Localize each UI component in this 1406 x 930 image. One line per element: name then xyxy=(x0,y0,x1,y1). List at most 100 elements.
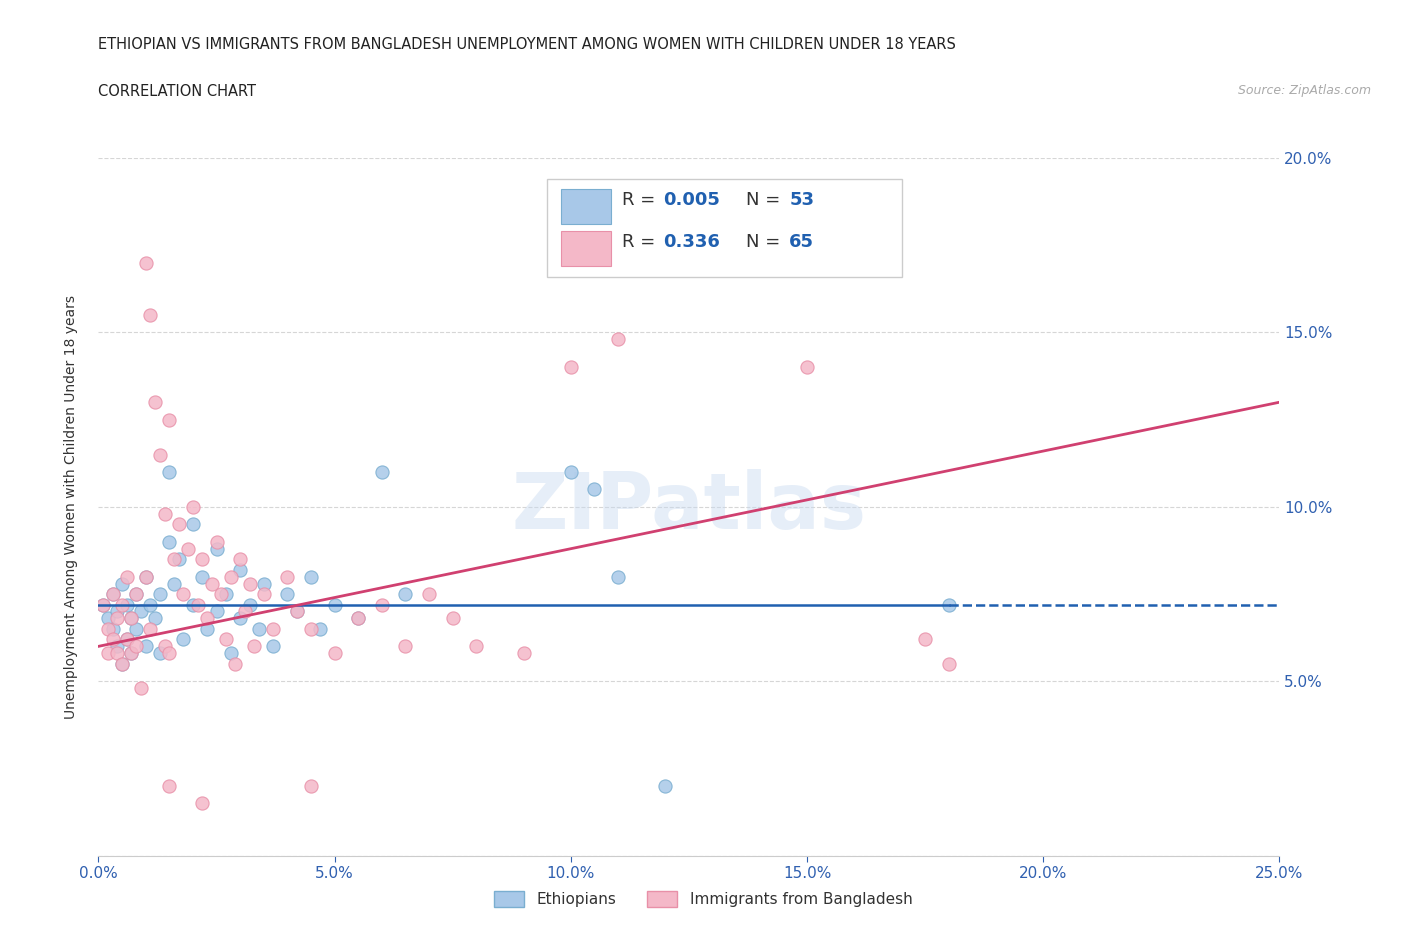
Point xyxy=(157,412,180,427)
Text: N =: N = xyxy=(745,232,786,251)
Point xyxy=(157,778,180,793)
Point xyxy=(299,621,322,636)
Point xyxy=(91,597,114,612)
Point xyxy=(115,632,138,647)
Point xyxy=(560,465,582,480)
Point xyxy=(262,621,284,636)
Point xyxy=(309,621,332,636)
Point xyxy=(125,621,148,636)
Point xyxy=(654,778,676,793)
Point xyxy=(157,534,180,549)
Point xyxy=(512,646,534,661)
Point xyxy=(219,646,242,661)
Bar xyxy=(561,232,612,266)
Point xyxy=(153,639,176,654)
Point xyxy=(233,604,256,619)
Point xyxy=(115,597,138,612)
Text: R =: R = xyxy=(621,191,661,209)
Text: CORRELATION CHART: CORRELATION CHART xyxy=(98,84,256,99)
Point xyxy=(167,551,190,566)
Point xyxy=(181,499,204,514)
Point xyxy=(97,611,120,626)
Point xyxy=(607,332,630,347)
Point xyxy=(135,569,157,584)
Point xyxy=(121,611,143,626)
Point xyxy=(101,632,124,647)
Point xyxy=(101,621,124,636)
Point xyxy=(97,646,120,661)
Point xyxy=(215,587,238,602)
Point xyxy=(125,639,148,654)
Point xyxy=(149,587,172,602)
Point xyxy=(191,796,214,811)
Point xyxy=(262,639,284,654)
Point xyxy=(105,646,128,661)
Point xyxy=(239,597,262,612)
Point xyxy=(101,587,124,602)
Text: 0.336: 0.336 xyxy=(664,232,720,251)
Point xyxy=(115,569,138,584)
Point xyxy=(229,611,252,626)
Point xyxy=(201,577,224,591)
Point xyxy=(583,482,606,497)
Point xyxy=(177,541,200,556)
Legend: Ethiopians, Immigrants from Bangladesh: Ethiopians, Immigrants from Bangladesh xyxy=(488,884,918,913)
Point xyxy=(135,639,157,654)
Point xyxy=(276,569,298,584)
Point xyxy=(285,604,308,619)
Text: 0.005: 0.005 xyxy=(664,191,720,209)
Point xyxy=(135,256,157,271)
Point xyxy=(181,597,204,612)
Point xyxy=(299,569,322,584)
FancyBboxPatch shape xyxy=(547,179,901,277)
Point xyxy=(111,657,134,671)
Point xyxy=(121,646,143,661)
Text: ZIPatlas: ZIPatlas xyxy=(512,469,866,545)
Point xyxy=(253,577,276,591)
Point xyxy=(205,534,228,549)
Point xyxy=(139,308,162,323)
Point xyxy=(441,611,464,626)
Point xyxy=(105,611,128,626)
Text: 65: 65 xyxy=(789,232,814,251)
Text: Source: ZipAtlas.com: Source: ZipAtlas.com xyxy=(1237,84,1371,97)
Point xyxy=(149,447,172,462)
Point xyxy=(229,551,252,566)
Point xyxy=(139,597,162,612)
Point xyxy=(111,657,134,671)
Point xyxy=(394,639,416,654)
Point xyxy=(243,639,266,654)
Point xyxy=(172,632,194,647)
Point xyxy=(247,621,270,636)
Point xyxy=(187,597,209,612)
Point xyxy=(139,621,162,636)
Point xyxy=(560,360,582,375)
Point xyxy=(181,517,204,532)
Point xyxy=(105,639,128,654)
Point xyxy=(796,360,818,375)
Point xyxy=(229,562,252,577)
Point xyxy=(323,597,346,612)
Point xyxy=(91,597,114,612)
Point xyxy=(163,551,186,566)
Point xyxy=(191,551,214,566)
Point xyxy=(371,465,394,480)
Point xyxy=(105,604,128,619)
Point xyxy=(323,646,346,661)
Point xyxy=(465,639,488,654)
Point xyxy=(111,577,134,591)
Point xyxy=(347,611,370,626)
Point xyxy=(129,681,152,696)
Point xyxy=(224,657,246,671)
Bar xyxy=(561,190,612,224)
Point xyxy=(394,587,416,602)
Point xyxy=(205,541,228,556)
Point xyxy=(285,604,308,619)
Point xyxy=(172,587,194,602)
Point xyxy=(143,611,166,626)
Point xyxy=(938,657,960,671)
Point xyxy=(195,611,218,626)
Text: N =: N = xyxy=(745,191,786,209)
Point xyxy=(135,569,157,584)
Point xyxy=(938,597,960,612)
